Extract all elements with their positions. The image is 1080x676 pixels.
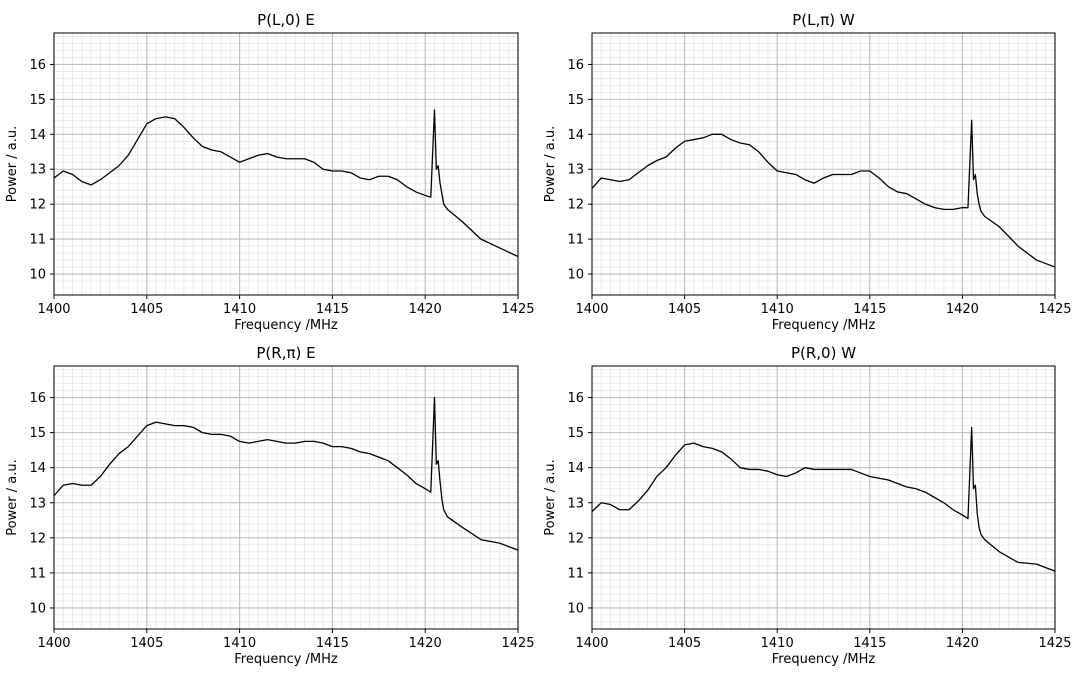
y-tick-label: 13 xyxy=(29,163,46,178)
y-axis-label: Power / a.u. xyxy=(5,459,20,535)
x-tick-label: 1420 xyxy=(409,636,442,651)
x-tick-label: 1410 xyxy=(223,636,256,651)
y-tick-label: 13 xyxy=(567,496,584,511)
y-tick-label: 13 xyxy=(567,163,584,178)
y-tick-label: 16 xyxy=(567,391,584,406)
x-tick-label: 1420 xyxy=(409,302,442,317)
y-tick-label: 15 xyxy=(567,426,584,441)
y-tick-label: 10 xyxy=(29,268,46,283)
series-line xyxy=(53,109,519,258)
y-tick-label: 15 xyxy=(29,426,46,441)
x-tick-label: 1410 xyxy=(223,302,256,317)
x-tick-label: 1400 xyxy=(575,302,608,317)
y-tick-label: 12 xyxy=(29,531,46,546)
x-tick-label: 1400 xyxy=(37,302,70,317)
y-tick-label: 15 xyxy=(567,93,584,108)
y-tick-label: 16 xyxy=(29,58,46,73)
plot-frame xyxy=(591,365,1056,630)
x-tick-label: 1415 xyxy=(853,302,886,317)
plot-frame xyxy=(53,32,519,296)
y-axis-label: Power / a.u. xyxy=(543,459,558,535)
panel-p-r-0-w: 1400 1405 1410 1415 1420 142510111213141516P(… xyxy=(543,344,1072,667)
x-tick-label: 1400 xyxy=(575,636,608,651)
y-tick-label: 16 xyxy=(567,58,584,73)
x-tick-label: 1420 xyxy=(946,636,979,651)
chart-title: P(L,π) W xyxy=(792,11,855,29)
y-tick-label: 15 xyxy=(29,93,46,108)
y-tick-label: 14 xyxy=(567,128,584,143)
x-tick-label: 1425 xyxy=(1038,636,1071,651)
plot-frame xyxy=(53,365,519,630)
y-tick-label: 13 xyxy=(29,496,46,511)
y-tick-label: 14 xyxy=(29,461,46,476)
chart-title: P(R,π) E xyxy=(256,344,315,362)
x-tick-label: 1425 xyxy=(501,302,534,317)
x-axis-label: Frequency /MHz xyxy=(234,318,338,333)
y-tick-label: 14 xyxy=(29,128,46,143)
panel-p-l-pi-w: 1400 1405 1410 1415 1420 142510111213141516P(… xyxy=(543,11,1072,333)
y-tick-label: 12 xyxy=(29,198,46,213)
x-tick-label: 1405 xyxy=(668,302,701,317)
y-axis-label: Power / a.u. xyxy=(5,126,20,202)
x-tick-label: 1425 xyxy=(501,636,534,651)
x-tick-label: 1405 xyxy=(668,636,701,651)
x-tick-label: 1415 xyxy=(853,636,886,651)
y-tick-label: 10 xyxy=(567,601,584,616)
x-tick-label: 1425 xyxy=(1038,302,1071,317)
x-axis-label: Frequency /MHz xyxy=(772,652,876,667)
x-tick-label: 1410 xyxy=(761,636,794,651)
x-tick-label: 1410 xyxy=(761,302,794,317)
y-tick-label: 10 xyxy=(29,601,46,616)
x-tick-label: 1420 xyxy=(946,302,979,317)
panel-p-l-0-e: 1400 1405 1410 1415 1420 142510111213141516P(… xyxy=(5,11,535,333)
x-tick-label: 1415 xyxy=(316,302,349,317)
x-tick-label: 1415 xyxy=(316,636,349,651)
series-line xyxy=(591,119,1056,268)
x-tick-label: 1405 xyxy=(130,302,163,317)
y-tick-label: 11 xyxy=(29,566,46,581)
y-tick-label: 11 xyxy=(567,566,584,581)
chart-title: P(R,0) W xyxy=(791,344,856,362)
y-axis-label: Power / a.u. xyxy=(543,126,558,202)
panel-p-r-pi-e: 1400 1405 1410 1415 1420 142510111213141516P(… xyxy=(5,344,535,667)
y-tick-label: 16 xyxy=(29,391,46,406)
x-axis-label: Frequency /MHz xyxy=(234,652,338,667)
x-tick-label: 1405 xyxy=(130,636,163,651)
x-tick-label: 1400 xyxy=(37,636,70,651)
y-tick-label: 14 xyxy=(567,461,584,476)
x-axis-label: Frequency /MHz xyxy=(772,318,876,333)
y-tick-label: 11 xyxy=(567,233,584,248)
series-line xyxy=(591,426,1056,572)
y-tick-label: 11 xyxy=(29,233,46,248)
y-tick-label: 10 xyxy=(567,268,584,283)
chart-title: P(L,0) E xyxy=(257,11,315,29)
y-tick-label: 12 xyxy=(567,198,584,213)
series-line xyxy=(53,396,519,551)
y-tick-label: 12 xyxy=(567,531,584,546)
plot-frame xyxy=(591,32,1056,296)
